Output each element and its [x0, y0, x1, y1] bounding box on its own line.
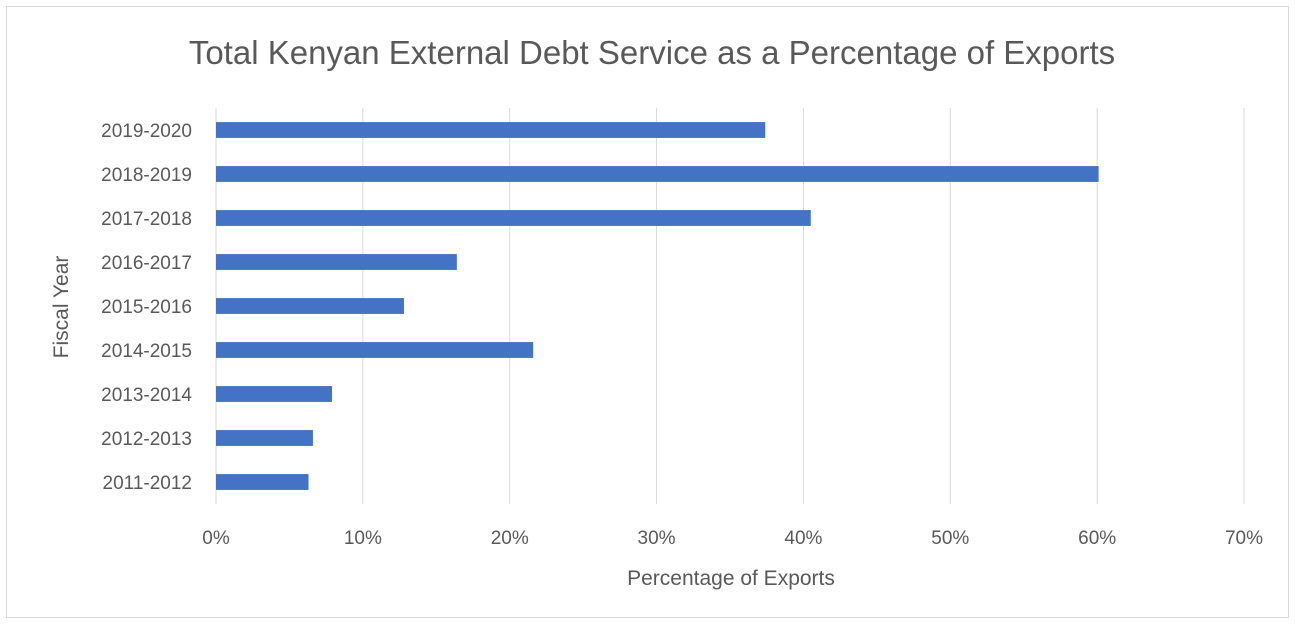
y-axis-tick-labels: 2011-2012 2012-2013 2013-2014 2014-2015 2015… — [101, 121, 192, 494]
x-tick-label: 20% — [491, 528, 529, 549]
y-tick-label: 2016-2017 — [101, 253, 192, 274]
y-tick-label: 2011-2012 — [103, 473, 192, 494]
y-tick-label: 2014-2015 — [101, 341, 192, 362]
y-tick-label: 2019-2020 — [101, 121, 192, 142]
bar — [216, 210, 811, 226]
x-tick-label: 50% — [931, 528, 969, 549]
chart-title: Total Kenyan External Debt Service as a … — [189, 34, 1115, 71]
bar — [216, 386, 333, 402]
x-tick-label: 60% — [1078, 528, 1116, 549]
bar — [216, 342, 534, 358]
y-axis-title: Fiscal Year — [50, 256, 73, 359]
bar — [216, 430, 313, 446]
x-tick-label: 40% — [784, 528, 822, 549]
y-tick-label: 2015-2016 — [101, 297, 192, 318]
y-tick-label: 2018-2019 — [101, 165, 192, 186]
y-tick-label: 2012-2013 — [101, 429, 192, 450]
chart-border — [6, 6, 1289, 618]
x-axis-tick-labels: 0% 10% 20% 30% 40% 50% 60% 70% — [202, 528, 1263, 549]
x-tick-label: 30% — [638, 528, 676, 549]
y-tick-label: 2017-2018 — [101, 209, 192, 230]
x-tick-label: 10% — [344, 528, 382, 549]
bar — [216, 166, 1099, 182]
bars — [216, 122, 1099, 490]
bar — [216, 254, 457, 270]
x-tick-label: 0% — [202, 528, 230, 549]
bar — [216, 122, 766, 138]
x-tick-label: 70% — [1225, 528, 1263, 549]
x-axis-title: Percentage of Exports — [627, 567, 835, 590]
y-tick-label: 2013-2014 — [101, 385, 192, 406]
bar — [216, 474, 309, 490]
bar — [216, 298, 404, 314]
